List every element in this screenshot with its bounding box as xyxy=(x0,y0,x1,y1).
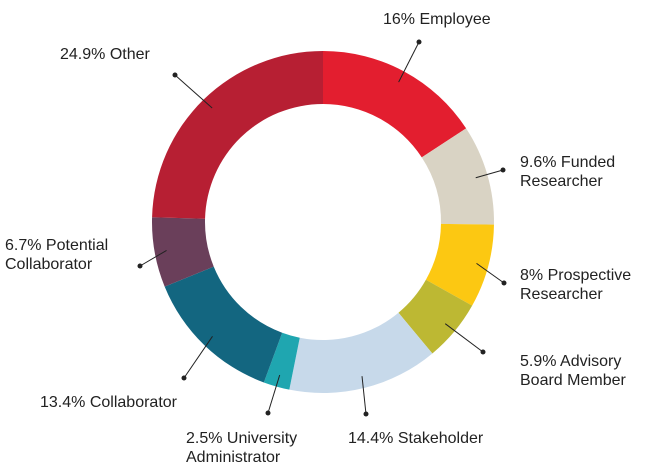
leader-dot xyxy=(416,39,422,45)
value-label: 16% xyxy=(383,11,416,28)
category-label: Funded Researcher xyxy=(520,154,616,190)
donut-segment xyxy=(289,312,433,394)
donut-segment xyxy=(323,51,467,158)
value-label: 24.9% xyxy=(60,46,106,63)
category-label: University Administrator xyxy=(186,430,298,466)
slice-label: 13.4% Collaborator xyxy=(40,393,240,412)
leader-line xyxy=(183,336,213,379)
leader-line xyxy=(361,376,367,415)
category-label: Collaborator xyxy=(89,394,177,411)
category-label: Advisory Board Member xyxy=(520,353,626,389)
category-label: Other xyxy=(109,46,150,63)
leader-line xyxy=(444,323,484,353)
donut-segment xyxy=(421,128,494,225)
value-label: 9.6% xyxy=(520,154,557,171)
donut-segment xyxy=(152,217,214,287)
slice-label: 8% Prospective Researcher xyxy=(520,266,670,304)
category-label: Employee xyxy=(419,11,491,28)
slice-label: 2.5% University Administrator xyxy=(186,429,326,467)
leader-dot xyxy=(265,410,271,416)
donut-segment xyxy=(425,223,494,306)
leader-dot xyxy=(500,167,506,173)
leader-line xyxy=(475,169,504,179)
value-label: 5.9% xyxy=(520,353,557,370)
value-label: 14.4% xyxy=(348,430,394,447)
leader-line xyxy=(267,374,281,414)
leader-dot xyxy=(480,349,486,355)
leader-dot xyxy=(363,411,369,417)
donut-segment xyxy=(164,266,283,383)
slice-label: 9.6% Funded Researcher xyxy=(520,153,635,191)
donut-segment xyxy=(398,279,473,354)
leader-dot xyxy=(501,280,507,286)
donut-segment xyxy=(152,51,323,219)
leader-line xyxy=(398,41,420,83)
value-label: 2.5% xyxy=(186,430,223,447)
leader-dot xyxy=(137,263,143,269)
value-label: 13.4% xyxy=(40,394,86,411)
category-label: Stakeholder xyxy=(397,430,484,447)
slice-label: 24.9% Other xyxy=(60,45,260,64)
category-label: Prospective Researcher xyxy=(520,267,632,303)
slice-label: 14.4% Stakeholder xyxy=(348,429,548,448)
category-label: Potential Collaborator xyxy=(5,237,109,273)
leader-line xyxy=(174,74,213,109)
leader-line xyxy=(476,262,505,284)
value-label: 8% xyxy=(520,267,544,284)
leader-line xyxy=(139,249,167,267)
value-label: 6.7% xyxy=(5,237,42,254)
slice-label: 5.9% Advisory Board Member xyxy=(520,352,645,390)
slice-label: 16% Employee xyxy=(383,10,583,29)
leader-dot xyxy=(172,72,178,78)
leader-dot xyxy=(181,375,187,381)
donut-segment xyxy=(263,332,300,390)
slice-label: 6.7% Potential Collaborator xyxy=(5,236,130,274)
